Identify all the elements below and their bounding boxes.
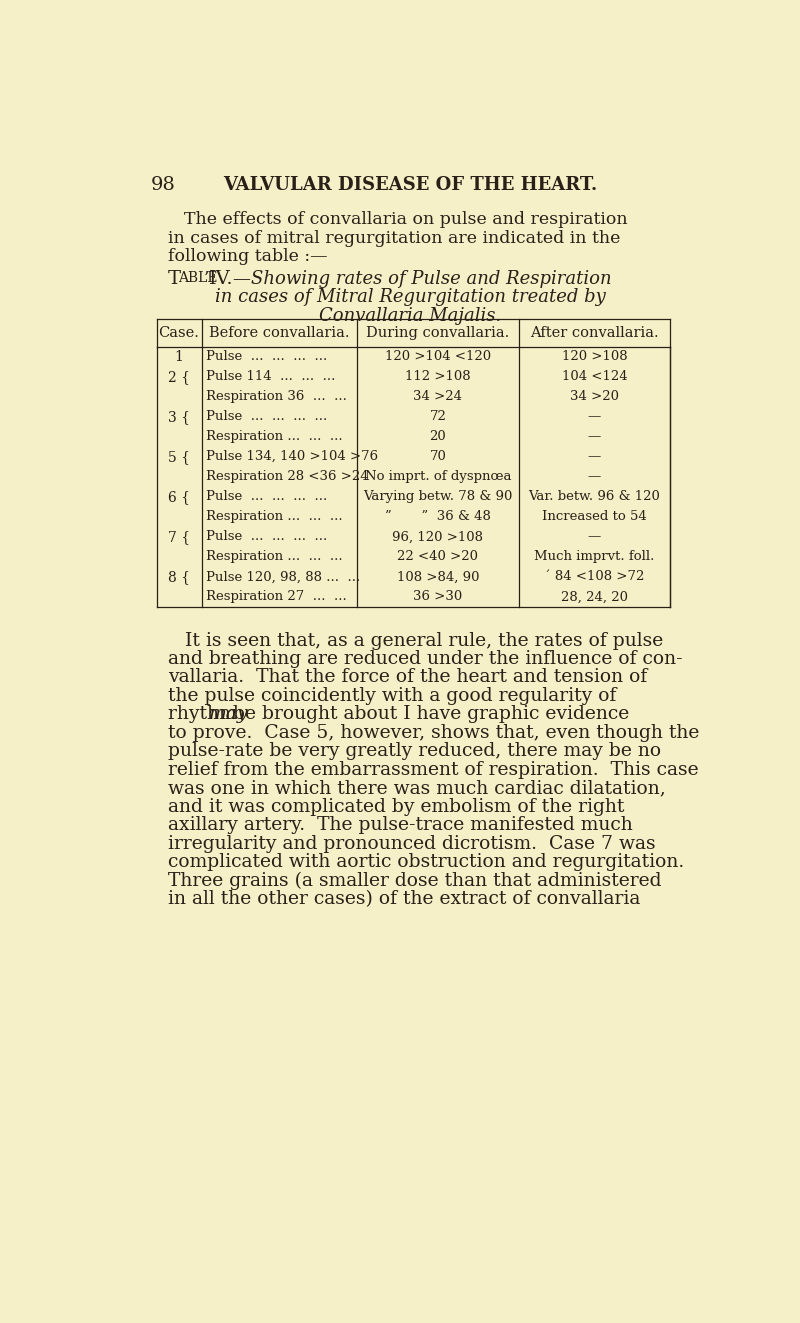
- Text: Case.: Case.: [158, 325, 199, 340]
- Text: 2 {: 2 {: [168, 369, 190, 384]
- Text: axillary artery.  The pulse-trace manifested much: axillary artery. The pulse-trace manifes…: [168, 816, 633, 835]
- Text: Varying betw. 78 & 90: Varying betw. 78 & 90: [363, 491, 513, 503]
- Text: irregularity and pronounced dicrotism.  Case 7 was: irregularity and pronounced dicrotism. C…: [168, 835, 656, 853]
- Text: Three grains (a smaller dose than that administered: Three grains (a smaller dose than that a…: [168, 872, 662, 890]
- Text: to prove.  Case 5, however, shows that, even though the: to prove. Case 5, however, shows that, e…: [168, 724, 699, 742]
- Text: ´ 84 <108 >72: ´ 84 <108 >72: [544, 570, 645, 583]
- Text: 34 >20: 34 >20: [570, 390, 619, 404]
- Text: 20: 20: [430, 430, 446, 443]
- Text: —: —: [588, 470, 601, 483]
- Text: 120 >104 <120: 120 >104 <120: [385, 351, 491, 363]
- Text: Respiration 28 <36 >24: Respiration 28 <36 >24: [206, 470, 369, 483]
- Text: Respiration 36  ...  ...: Respiration 36 ... ...: [206, 390, 347, 404]
- Text: —: —: [588, 531, 601, 544]
- Text: 28, 24, 20: 28, 24, 20: [561, 590, 628, 603]
- Text: and it was complicated by embolism of the right: and it was complicated by embolism of th…: [168, 798, 625, 816]
- Text: the pulse coincidently with a good regularity of: the pulse coincidently with a good regul…: [168, 687, 617, 705]
- Text: —: —: [588, 450, 601, 463]
- Text: relief from the embarrassment of respiration.  This case: relief from the embarrassment of respira…: [168, 761, 699, 779]
- Text: 120 >108: 120 >108: [562, 351, 627, 363]
- Text: —: —: [588, 430, 601, 443]
- Text: —Showing rates of Pulse and Respiration: —Showing rates of Pulse and Respiration: [234, 270, 612, 287]
- Text: 108 >84, 90: 108 >84, 90: [397, 570, 479, 583]
- Text: and breathing are reduced under the influence of con-: and breathing are reduced under the infl…: [168, 650, 683, 668]
- Text: Pulse 114  ...  ...  ...: Pulse 114 ... ... ...: [206, 370, 335, 384]
- Text: Respiration ...  ...  ...: Respiration ... ... ...: [206, 430, 343, 443]
- Text: 6 {: 6 {: [168, 490, 190, 504]
- Text: following table :—: following table :—: [168, 249, 328, 265]
- Text: 104 <124: 104 <124: [562, 370, 627, 384]
- Text: was one in which there was much cardiac dilatation,: was one in which there was much cardiac …: [168, 779, 666, 798]
- Text: The effects of convallaria on pulse and respiration: The effects of convallaria on pulse and …: [184, 212, 627, 228]
- Text: in cases of Mitral Regurgitation treated by: in cases of Mitral Regurgitation treated…: [214, 288, 606, 306]
- Text: 96, 120 >108: 96, 120 >108: [393, 531, 483, 544]
- Text: Var. betw. 96 & 120: Var. betw. 96 & 120: [529, 491, 660, 503]
- Text: 112 >108: 112 >108: [405, 370, 470, 384]
- Text: Pulse  ...  ...  ...  ...: Pulse ... ... ... ...: [206, 351, 327, 363]
- Text: 72: 72: [430, 410, 446, 423]
- Text: Respiration ...  ...  ...: Respiration ... ... ...: [206, 511, 343, 524]
- Text: may: may: [209, 705, 249, 724]
- Text: Pulse  ...  ...  ...  ...: Pulse ... ... ... ...: [206, 531, 327, 544]
- Text: ABLE: ABLE: [178, 271, 218, 286]
- Text: be brought about I have graphic evidence: be brought about I have graphic evidence: [226, 705, 629, 724]
- Text: ’: ’: [204, 270, 210, 287]
- Text: 3 {: 3 {: [168, 410, 190, 423]
- Text: It is seen that, as a general rule, the rates of pulse: It is seen that, as a general rule, the …: [186, 631, 663, 650]
- Text: Pulse  ...  ...  ...  ...: Pulse ... ... ... ...: [206, 410, 327, 423]
- Text: 22 <40 >20: 22 <40 >20: [398, 550, 478, 564]
- Text: Respiration 27  ...  ...: Respiration 27 ... ...: [206, 590, 347, 603]
- Text: pulse-rate be very greatly reduced, there may be no: pulse-rate be very greatly reduced, ther…: [168, 742, 662, 761]
- Text: 36 >30: 36 >30: [414, 590, 462, 603]
- Text: Convallaria Majalis.: Convallaria Majalis.: [319, 307, 501, 324]
- Text: Increased to 54: Increased to 54: [542, 511, 647, 524]
- Text: ”       ”  36 & 48: ” ” 36 & 48: [385, 511, 491, 524]
- Text: VALVULAR DISEASE OF THE HEART.: VALVULAR DISEASE OF THE HEART.: [223, 176, 597, 193]
- Text: —: —: [588, 410, 601, 423]
- Text: Much imprvt. foll.: Much imprvt. foll.: [534, 550, 654, 564]
- Text: complicated with aortic obstruction and regurgitation.: complicated with aortic obstruction and …: [168, 853, 685, 872]
- Text: Pulse 134, 140 >104 >76: Pulse 134, 140 >104 >76: [206, 450, 378, 463]
- Text: 98: 98: [150, 176, 175, 193]
- Text: During convallaria.: During convallaria.: [366, 325, 510, 340]
- Text: No imprt. of dyspnœa: No imprt. of dyspnœa: [365, 470, 511, 483]
- Text: rhythm: rhythm: [168, 705, 243, 724]
- Text: vallaria.  That the force of the heart and tension of: vallaria. That the force of the heart an…: [168, 668, 647, 687]
- Text: IV.: IV.: [209, 270, 233, 287]
- Text: 8 {: 8 {: [168, 570, 190, 583]
- Text: Before convallaria.: Before convallaria.: [209, 325, 350, 340]
- Text: Respiration ...  ...  ...: Respiration ... ... ...: [206, 550, 343, 564]
- Text: Pulse 120, 98, 88 ...  ...: Pulse 120, 98, 88 ... ...: [206, 570, 361, 583]
- Text: 7 {: 7 {: [168, 529, 190, 544]
- Text: 1: 1: [174, 349, 183, 364]
- Text: After convallaria.: After convallaria.: [530, 325, 658, 340]
- Text: in all the other cases) of the extract of convallaria: in all the other cases) of the extract o…: [168, 890, 641, 909]
- Text: 34 >24: 34 >24: [414, 390, 462, 404]
- Text: Pulse  ...  ...  ...  ...: Pulse ... ... ... ...: [206, 491, 327, 503]
- Text: T: T: [168, 270, 182, 287]
- Text: 70: 70: [430, 450, 446, 463]
- Text: 5 {: 5 {: [168, 450, 190, 464]
- Text: in cases of mitral regurgitation are indicated in the: in cases of mitral regurgitation are ind…: [168, 230, 621, 246]
